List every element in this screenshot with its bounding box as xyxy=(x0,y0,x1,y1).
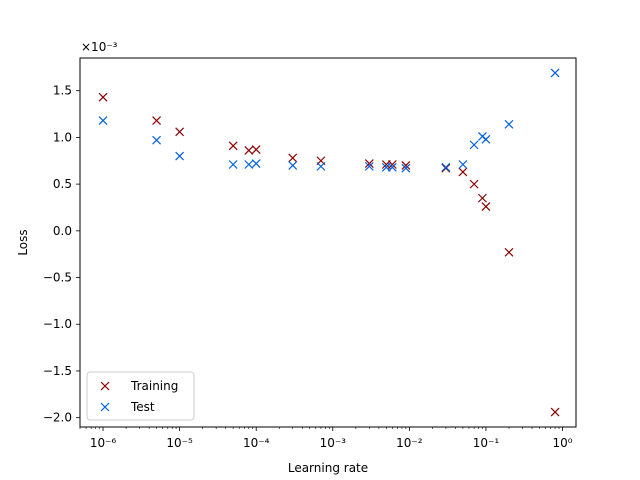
y-tick-label: 1.5 xyxy=(53,84,72,98)
test-point xyxy=(387,162,397,172)
test-point xyxy=(175,151,185,161)
training-point xyxy=(364,159,374,168)
test-point xyxy=(316,161,326,171)
legend-label: Training xyxy=(130,379,178,393)
training-point xyxy=(244,146,254,155)
test-point xyxy=(458,160,468,169)
legend: Training Test xyxy=(86,371,195,421)
training-point xyxy=(469,179,479,189)
y-tick-label: 0.0 xyxy=(53,224,72,238)
training-point xyxy=(288,153,298,163)
test-point xyxy=(288,161,298,170)
x-tick-label: 10⁻¹ xyxy=(473,436,500,450)
legend-entry-training: Training xyxy=(100,379,178,393)
axes-frame xyxy=(79,57,577,428)
training-point xyxy=(98,92,108,102)
training-point xyxy=(481,202,491,211)
x-tick-label: 10⁰ xyxy=(552,436,572,450)
training-point xyxy=(478,193,487,203)
test-point xyxy=(244,160,254,169)
y-axis-ticks: 1.5 1.0 0.5 0.0 −0.5 −1.0 −1.5 −2.0 xyxy=(43,84,80,425)
training-point xyxy=(251,145,261,154)
test-point xyxy=(481,134,491,144)
test-point xyxy=(251,159,261,168)
test-point xyxy=(504,119,514,129)
x-tick-label: 10⁻³ xyxy=(320,436,347,450)
y-tick-label: −2.0 xyxy=(43,411,72,425)
test-point xyxy=(441,162,451,172)
y-tick-label: −1.0 xyxy=(43,317,72,331)
x-tick-label: 10⁻² xyxy=(396,436,423,450)
test-point xyxy=(152,135,162,145)
y-tick-label: −0.5 xyxy=(43,271,72,285)
test-point xyxy=(364,161,374,171)
legend-box xyxy=(86,371,195,421)
test-point xyxy=(228,160,238,169)
x-axis-ticks: 10⁻⁶ 10⁻⁵ 10⁻⁴ 10⁻³ 10⁻² 10⁻¹ 10⁰ xyxy=(79,427,573,450)
test-point xyxy=(469,140,479,150)
training-point xyxy=(175,127,185,137)
training-point xyxy=(550,407,560,417)
legend-label: Test xyxy=(130,400,155,414)
axes-border xyxy=(79,57,577,428)
y-axis-label: Loss xyxy=(16,229,30,255)
legend-entry-test: Test xyxy=(100,400,155,414)
x-tick-label: 10⁻⁶ xyxy=(90,436,117,450)
training-point xyxy=(504,247,514,257)
x-tick-label: 10⁻⁴ xyxy=(243,436,270,450)
training-point xyxy=(228,141,238,151)
test-point xyxy=(550,68,560,78)
x-axis-label: Learning rate xyxy=(288,461,368,475)
x-tick-label: 10⁻⁵ xyxy=(166,436,193,450)
y-tick-label: 0.5 xyxy=(53,177,72,191)
y-tick-label: −1.5 xyxy=(43,364,72,378)
training-point xyxy=(387,160,397,169)
y-tick-label: 1.0 xyxy=(53,130,72,144)
test-point xyxy=(98,116,108,126)
data-markers xyxy=(98,68,560,417)
training-point xyxy=(458,167,468,177)
y-axis-multiplier: ×10⁻³ xyxy=(81,40,118,54)
training-point xyxy=(441,163,451,173)
training-point xyxy=(401,161,411,170)
training-point xyxy=(152,116,162,126)
test-point xyxy=(401,163,411,173)
